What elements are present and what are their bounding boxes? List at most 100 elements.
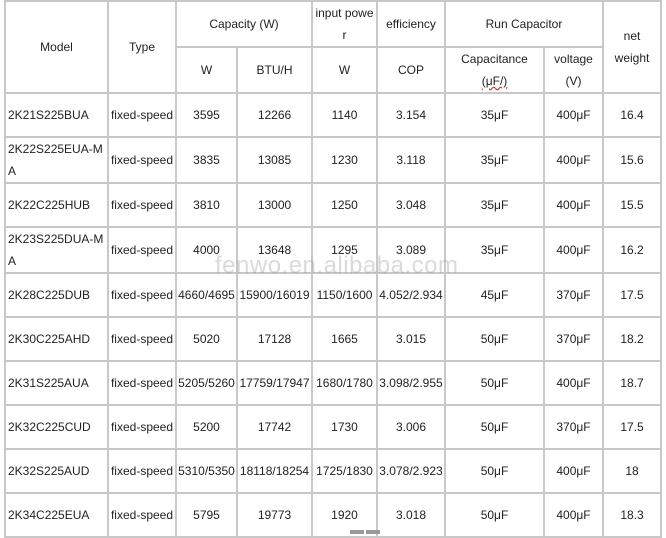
cell-cop: 3.078/2.923 xyxy=(376,448,446,494)
cell-capacity-btu: 13000 xyxy=(236,182,313,228)
cell-voltage: 400μF xyxy=(543,226,604,274)
cell-net-weight: 18.2 xyxy=(602,316,662,362)
cell-type: fixed-speed xyxy=(107,136,177,184)
table-row: 2K30C225AHD fixed-speed 5020 17128 1665 3.015… xyxy=(4,316,662,362)
cell-net-weight: 15.6 xyxy=(602,136,662,184)
table-row: 2K31S225AUA fixed-speed 5205/5260 17759/179… xyxy=(4,360,662,406)
cell-capacitance: 50μF xyxy=(444,360,545,406)
cell-input-power: 1140 xyxy=(311,92,378,138)
cell-type: fixed-speed xyxy=(107,272,177,318)
table-row: 2K21S225BUA fixed-speed 3595 12266 1140 3.154… xyxy=(4,92,662,138)
cell-type: fixed-speed xyxy=(107,492,177,538)
cell-capacitance: 35μF xyxy=(444,92,545,138)
scroll-handle[interactable] xyxy=(350,530,364,534)
cell-capacity-w: 4660/4695 xyxy=(175,272,238,318)
cell-model: 2K22C225HUB xyxy=(4,182,109,228)
cell-voltage: 400μF xyxy=(543,182,604,228)
cell-model: 2K30C225AHD xyxy=(4,316,109,362)
cell-capacity-btu: 13085 xyxy=(236,136,313,184)
cell-model: 2K32C225CUD xyxy=(4,404,109,450)
cell-capacitance: 50μF xyxy=(444,316,545,362)
cell-type: fixed-speed xyxy=(107,316,177,362)
cell-input-power: 1680/1780 xyxy=(311,360,378,406)
spec-table: Model Type Capacity (W) input power effi… xyxy=(4,0,662,538)
cell-model: 2K22S225EUA-MA xyxy=(4,136,109,184)
cell-capacity-w: 5795 xyxy=(175,492,238,538)
cell-capacity-btu: 17128 xyxy=(236,316,313,362)
cell-capacity-w: 3835 xyxy=(175,136,238,184)
table-row: 2K28C225DUB fixed-speed 4660/4695 15900/160… xyxy=(4,272,662,318)
cell-type: fixed-speed xyxy=(107,360,177,406)
cell-net-weight: 16.4 xyxy=(602,92,662,138)
cell-net-weight: 16.2 xyxy=(602,226,662,274)
voltage-label: voltage xyxy=(554,52,593,66)
cell-cop: 3.154 xyxy=(376,92,446,138)
table-row: 2K34C225EUA fixed-speed 5795 19773 1920 3.018… xyxy=(4,492,662,538)
cell-capacitance: 50μF xyxy=(444,404,545,450)
header-run-capacitor: Run Capacitor xyxy=(444,0,604,48)
cell-net-weight: 15.5 xyxy=(602,182,662,228)
cell-net-weight: 18.7 xyxy=(602,360,662,406)
table-row: 2K22C225HUB fixed-speed 3810 13000 1250 3.048… xyxy=(4,182,662,228)
cell-model: 2K21S225BUA xyxy=(4,92,109,138)
cell-voltage: 400μF xyxy=(543,92,604,138)
header-model: Model xyxy=(4,0,109,94)
cell-capacity-w: 5310/5350 xyxy=(175,448,238,494)
cell-capacitance: 35μF xyxy=(444,182,545,228)
cell-cop: 3.018 xyxy=(376,492,446,538)
cell-model: 2K34C225EUA xyxy=(4,492,109,538)
cell-model: 2K31S225AUA xyxy=(4,360,109,406)
cell-capacity-w: 4000 xyxy=(175,226,238,274)
cell-cop: 4.052/2.934 xyxy=(376,272,446,318)
header-input-power: input power xyxy=(311,0,378,48)
cell-voltage: 400μF xyxy=(543,448,604,494)
cell-input-power: 1730 xyxy=(311,404,378,450)
table-row: 2K32S225AUD fixed-speed 5310/5350 18118/182… xyxy=(4,448,662,494)
cell-input-power: 1230 xyxy=(311,136,378,184)
cell-net-weight: 18.3 xyxy=(602,492,662,538)
header-cop: COP xyxy=(376,46,446,94)
cell-type: fixed-speed xyxy=(107,404,177,450)
cell-cop: 3.006 xyxy=(376,404,446,450)
header-cap-w: W xyxy=(175,46,238,94)
cell-model: 2K28C225DUB xyxy=(4,272,109,318)
cell-cop: 3.089 xyxy=(376,226,446,274)
cell-cop: 3.015 xyxy=(376,316,446,362)
capacitance-unit: (μF/) xyxy=(481,74,508,88)
cell-type: fixed-speed xyxy=(107,448,177,494)
cell-capacitance: 50μF xyxy=(444,492,545,538)
cell-capacity-w: 5200 xyxy=(175,404,238,450)
cell-type: fixed-speed xyxy=(107,226,177,274)
cell-capacity-btu: 13648 xyxy=(236,226,313,274)
voltage-unit: (V) xyxy=(565,74,582,88)
cell-capacitance: 45μF xyxy=(444,272,545,318)
cell-capacity-w: 3810 xyxy=(175,182,238,228)
capacitance-label: Capacitance xyxy=(461,52,528,66)
header-net-weight: net weight xyxy=(602,0,662,94)
cell-voltage: 370μF xyxy=(543,404,604,450)
header-voltage: voltage (V) xyxy=(543,46,604,94)
header-capacitance: Capacitance (μF/) xyxy=(444,46,545,94)
cell-voltage: 400μF xyxy=(543,492,604,538)
cell-capacity-btu: 19773 xyxy=(236,492,313,538)
header-capacity: Capacity (W) xyxy=(175,0,313,48)
cell-capacity-btu: 18118/18254 xyxy=(236,448,313,494)
cell-input-power: 1250 xyxy=(311,182,378,228)
cell-cop: 3.098/2.955 xyxy=(376,360,446,406)
scroll-handle[interactable] xyxy=(366,530,380,534)
cell-model: 2K23S225DUA-MA xyxy=(4,226,109,274)
header-type: Type xyxy=(107,0,177,94)
table-row: 2K22S225EUA-MA fixed-speed 3835 13085 1230 3.… xyxy=(4,136,662,184)
cell-capacity-btu: 15900/16019 xyxy=(236,272,313,318)
cell-net-weight: 17.5 xyxy=(602,272,662,318)
cell-cop: 3.048 xyxy=(376,182,446,228)
cell-voltage: 370μF xyxy=(543,316,604,362)
cell-capacitance: 50μF xyxy=(444,448,545,494)
cell-capacitance: 35μF xyxy=(444,136,545,184)
header-cap-btu: BTU/H xyxy=(236,46,313,94)
cell-capacity-w: 5020 xyxy=(175,316,238,362)
table-row: 2K32C225CUD fixed-speed 5200 17742 1730 3.006… xyxy=(4,404,662,450)
cell-input-power: 1725/1830 xyxy=(311,448,378,494)
cell-capacity-btu: 12266 xyxy=(236,92,313,138)
cell-net-weight: 17.5 xyxy=(602,404,662,450)
